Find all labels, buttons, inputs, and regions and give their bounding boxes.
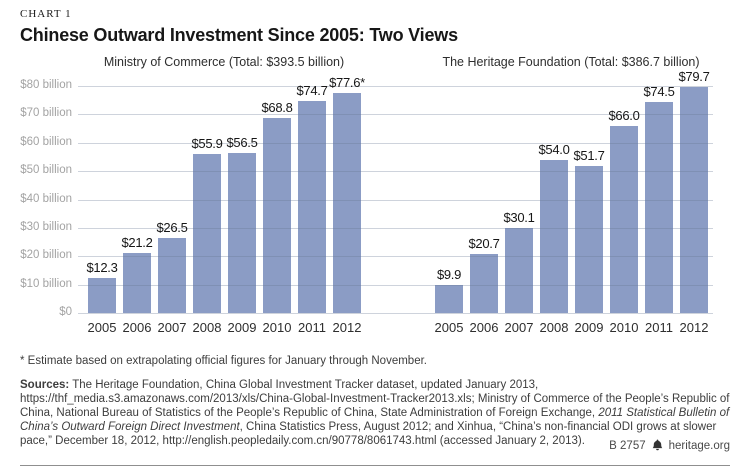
bar-value-label: $12.3 — [86, 260, 118, 275]
gridline — [78, 86, 713, 87]
bar — [263, 118, 291, 313]
gridline — [78, 256, 713, 257]
y-tick-label: $70 billion — [20, 107, 72, 119]
bar-value-label: $51.7 — [573, 148, 605, 163]
x-tick-label: 2007 — [157, 320, 187, 335]
bar — [158, 238, 186, 313]
bar — [298, 101, 326, 313]
bar — [610, 126, 638, 313]
y-tick-label: $10 billion — [20, 278, 72, 290]
gridline — [78, 200, 713, 201]
x-tick-label: 2005 — [434, 320, 464, 335]
footer: B 2757 heritage.org — [609, 439, 730, 452]
x-tick-label: 2008 — [192, 320, 222, 335]
y-tick-label: $60 billion — [20, 136, 72, 148]
gridline — [78, 228, 713, 229]
bar-group-ministry: $12.3 2005 $21.2 2006 $26.5 2007 $55.9 2008 $56.… — [86, 75, 365, 335]
bar — [575, 166, 603, 313]
x-tick-label: 2012 — [332, 320, 362, 335]
bar — [193, 154, 221, 313]
report-id: B 2757 — [609, 439, 646, 452]
page-title: Chinese Outward Investment Since 2005: T… — [20, 25, 458, 45]
bar-value-label: $74.5 — [643, 84, 675, 99]
x-tick-label: 2009 — [574, 320, 604, 335]
gridline — [78, 171, 713, 172]
x-tick-label: 2011 — [645, 320, 673, 335]
bar — [645, 102, 673, 313]
gridline — [78, 285, 713, 286]
bar-value-label: $26.5 — [156, 220, 188, 235]
bar-value-label: $21.2 — [121, 235, 153, 250]
gridline — [78, 114, 713, 115]
bar-value-label: $79.7 — [678, 69, 710, 84]
y-tick-label: $50 billion — [20, 164, 72, 176]
dual-bar-chart: Ministry of Commerce (Total: $393.5 bill… — [20, 55, 730, 346]
y-tick-label: $80 billion — [20, 79, 72, 91]
bar-value-label: $77.6* — [329, 75, 365, 90]
x-tick-label: 2010 — [609, 320, 639, 335]
bar-value-label: $74.7 — [296, 83, 328, 98]
bar — [435, 285, 463, 313]
sources-text-2: , China Statistics Press, August 2012; a… — [20, 421, 717, 447]
bar — [333, 93, 361, 313]
bar-value-label: $20.7 — [468, 236, 500, 251]
y-tick-label: $40 billion — [20, 193, 72, 205]
bar-value-label: $9.9 — [436, 267, 462, 282]
bar-value-label: $55.9 — [191, 136, 223, 151]
x-tick-label: 2012 — [679, 320, 709, 335]
bar-value-label: $68.8 — [261, 100, 293, 115]
bar — [228, 153, 256, 313]
bar — [505, 228, 533, 313]
x-tick-label: 2007 — [504, 320, 534, 335]
x-tick-label: 2008 — [539, 320, 569, 335]
sources-text-italic: 2011 Statistical Bulletin of China’s Out… — [20, 407, 730, 433]
gridline — [78, 143, 713, 144]
bar-value-label: $66.0 — [608, 108, 640, 123]
footnote: * Estimate based on extrapolating offici… — [20, 355, 427, 367]
heritage-bell-icon — [651, 439, 664, 452]
bar-value-label: $54.0 — [538, 142, 570, 157]
bar-value-label: $30.1 — [503, 210, 535, 225]
gridline — [78, 313, 713, 314]
bar — [88, 278, 116, 313]
bar-group-heritage: $9.9 2005 $20.7 2006 $30.1 2007 $54.0 2008 $51.7… — [435, 69, 710, 335]
sources-text-1: The Heritage Foundation, China Global In… — [20, 379, 730, 419]
bar — [540, 160, 568, 313]
x-tick-label: 2009 — [227, 320, 257, 335]
bar — [470, 254, 498, 313]
panel-title-heritage-foundation: The Heritage Foundation (Total: $386.7 b… — [442, 55, 700, 69]
y-tick-label: $20 billion — [20, 249, 72, 261]
bar-value-label: $56.5 — [226, 135, 258, 150]
y-tick-label: $30 billion — [20, 221, 72, 233]
bar — [680, 87, 708, 313]
x-tick-label: 2006 — [469, 320, 499, 335]
x-tick-label: 2006 — [122, 320, 152, 335]
x-tick-label: 2010 — [262, 320, 292, 335]
bottom-rule — [20, 465, 730, 466]
bar — [123, 253, 151, 313]
x-tick-label: 2011 — [298, 320, 326, 335]
x-tick-label: 2005 — [87, 320, 117, 335]
sources-paragraph: Sources: The Heritage Foundation, China … — [20, 378, 730, 448]
sources-label: Sources: — [20, 379, 70, 391]
y-tick-label: $0 — [59, 306, 72, 318]
plot-area: $80 billion $70 billion $60 billion $50 bil… — [20, 69, 713, 335]
panel-title-ministry-of-commerce: Ministry of Commerce (Total: $393.5 bill… — [103, 55, 345, 69]
chart-kicker: CHART 1 — [20, 8, 72, 20]
footer-site: heritage.org — [668, 439, 730, 452]
